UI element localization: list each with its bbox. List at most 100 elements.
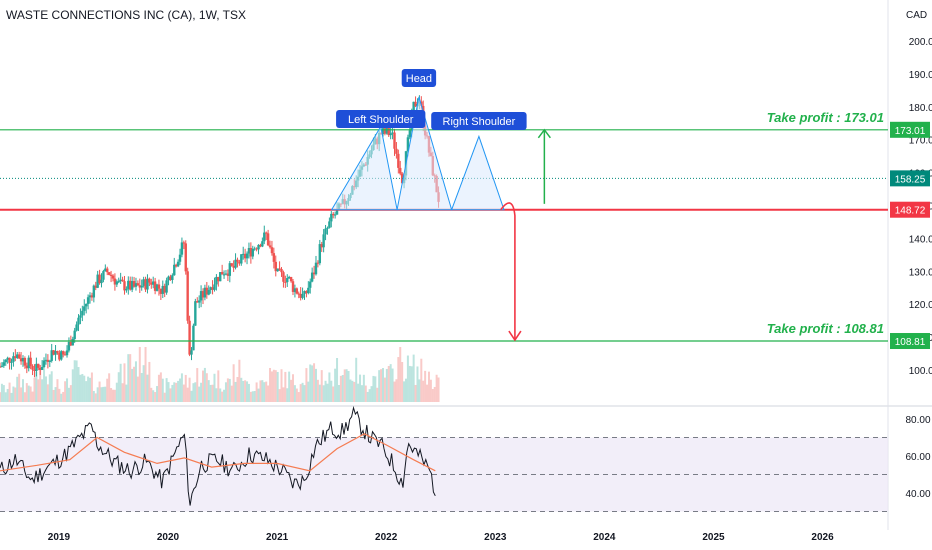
volume-bar [433, 386, 436, 402]
candle-body [383, 128, 387, 134]
take-profit-lower-label: Take profit : 108.81 [767, 321, 884, 336]
volume-bar [322, 385, 325, 402]
head-and-shoulders-pattern [330, 96, 505, 211]
volume-bar [136, 376, 139, 402]
volume-bar [131, 368, 134, 402]
candle-body [109, 274, 113, 276]
candle-body [144, 279, 147, 290]
volume-bar [362, 374, 365, 402]
candle-body [186, 271, 189, 321]
x-tick-label: 2022 [375, 532, 398, 543]
candle-body [100, 279, 103, 284]
volume-bar [341, 375, 344, 402]
volume-bar [81, 373, 84, 402]
candle-body [21, 358, 25, 362]
candle-body [150, 282, 153, 285]
candle-body [399, 167, 402, 174]
volume-bar [316, 379, 319, 402]
volume-bar [146, 374, 149, 402]
candle-body [121, 279, 124, 282]
candle-body [259, 244, 262, 247]
candle-body [52, 350, 55, 355]
candle-body [266, 233, 270, 246]
volume-bar [232, 364, 235, 402]
volume-bar [408, 365, 411, 402]
candle-body [134, 283, 138, 287]
volume-bar [293, 385, 296, 402]
candle-body [129, 280, 132, 290]
candle-body [272, 253, 276, 262]
volume-bar [150, 387, 153, 402]
left-shoulder-triangle [330, 125, 398, 211]
volume-bar [282, 387, 285, 402]
candle-body [194, 301, 197, 326]
volume-bar [192, 383, 195, 402]
volume-bar [383, 377, 386, 402]
volume-bar [311, 365, 314, 402]
volume-bar [0, 383, 3, 402]
candle-body [228, 263, 232, 276]
volume-bar [401, 362, 404, 402]
candle-body [220, 272, 224, 275]
x-tick-label: 2025 [702, 532, 725, 543]
volume-bar [23, 392, 26, 402]
volume-bar [314, 368, 317, 402]
volume-bar [280, 369, 283, 402]
candle-body [335, 209, 339, 215]
volume-bar [292, 374, 295, 402]
volume-bar [420, 358, 423, 402]
volume-bar [125, 384, 128, 402]
take-profit-upper-label: Take profit : 173.01 [767, 110, 884, 125]
candle-body [61, 351, 65, 355]
candle-body [289, 276, 293, 282]
volume-bar [108, 373, 111, 402]
volume-bar [374, 376, 377, 402]
candle-body [207, 289, 210, 295]
candle-body [242, 253, 245, 255]
rsi-line [0, 405, 436, 506]
volume-bar [382, 368, 385, 402]
volume-bar [64, 381, 67, 402]
x-tick-label: 2026 [811, 532, 834, 543]
candle-body [203, 287, 207, 298]
candle-body [222, 274, 226, 276]
volume-bar [156, 386, 159, 402]
y-tick-label: 100.00 [909, 366, 932, 377]
volume-bar [269, 367, 272, 402]
candle-body [408, 130, 412, 138]
volume-bar [339, 375, 342, 402]
candle-body [42, 360, 46, 367]
candle-body [77, 317, 80, 325]
candle-body [226, 273, 230, 276]
left-shoulder-label-bg [336, 110, 426, 128]
volume-bar [299, 384, 302, 402]
volume-bar [50, 371, 53, 402]
volume-bar [295, 388, 298, 402]
candle-body [23, 358, 27, 366]
right-shoulder-label-bg [431, 112, 527, 130]
volume-bar [265, 381, 268, 402]
volume-bar [236, 377, 239, 402]
candle-body [12, 356, 15, 362]
volume-bar [224, 382, 227, 402]
price-level-label: 173.01 [895, 126, 926, 137]
volume-bar [186, 387, 189, 402]
candle-body [111, 275, 115, 279]
y-tick-label: 200.00 [909, 37, 932, 48]
candle-body [318, 244, 322, 264]
volume-bar [169, 388, 172, 402]
volume-bar [253, 391, 256, 402]
candle-body [316, 262, 320, 264]
volume-bar [100, 387, 103, 402]
volume-bar [403, 381, 406, 402]
volume-bar [320, 370, 323, 402]
candle-body [324, 228, 327, 235]
volume-bar [60, 393, 63, 402]
candle-body [73, 330, 76, 339]
volume-bar [182, 384, 185, 402]
volume-bar [380, 369, 383, 402]
volume-bar [0, 392, 1, 402]
candle-body [397, 153, 400, 168]
candle-body [282, 272, 285, 282]
